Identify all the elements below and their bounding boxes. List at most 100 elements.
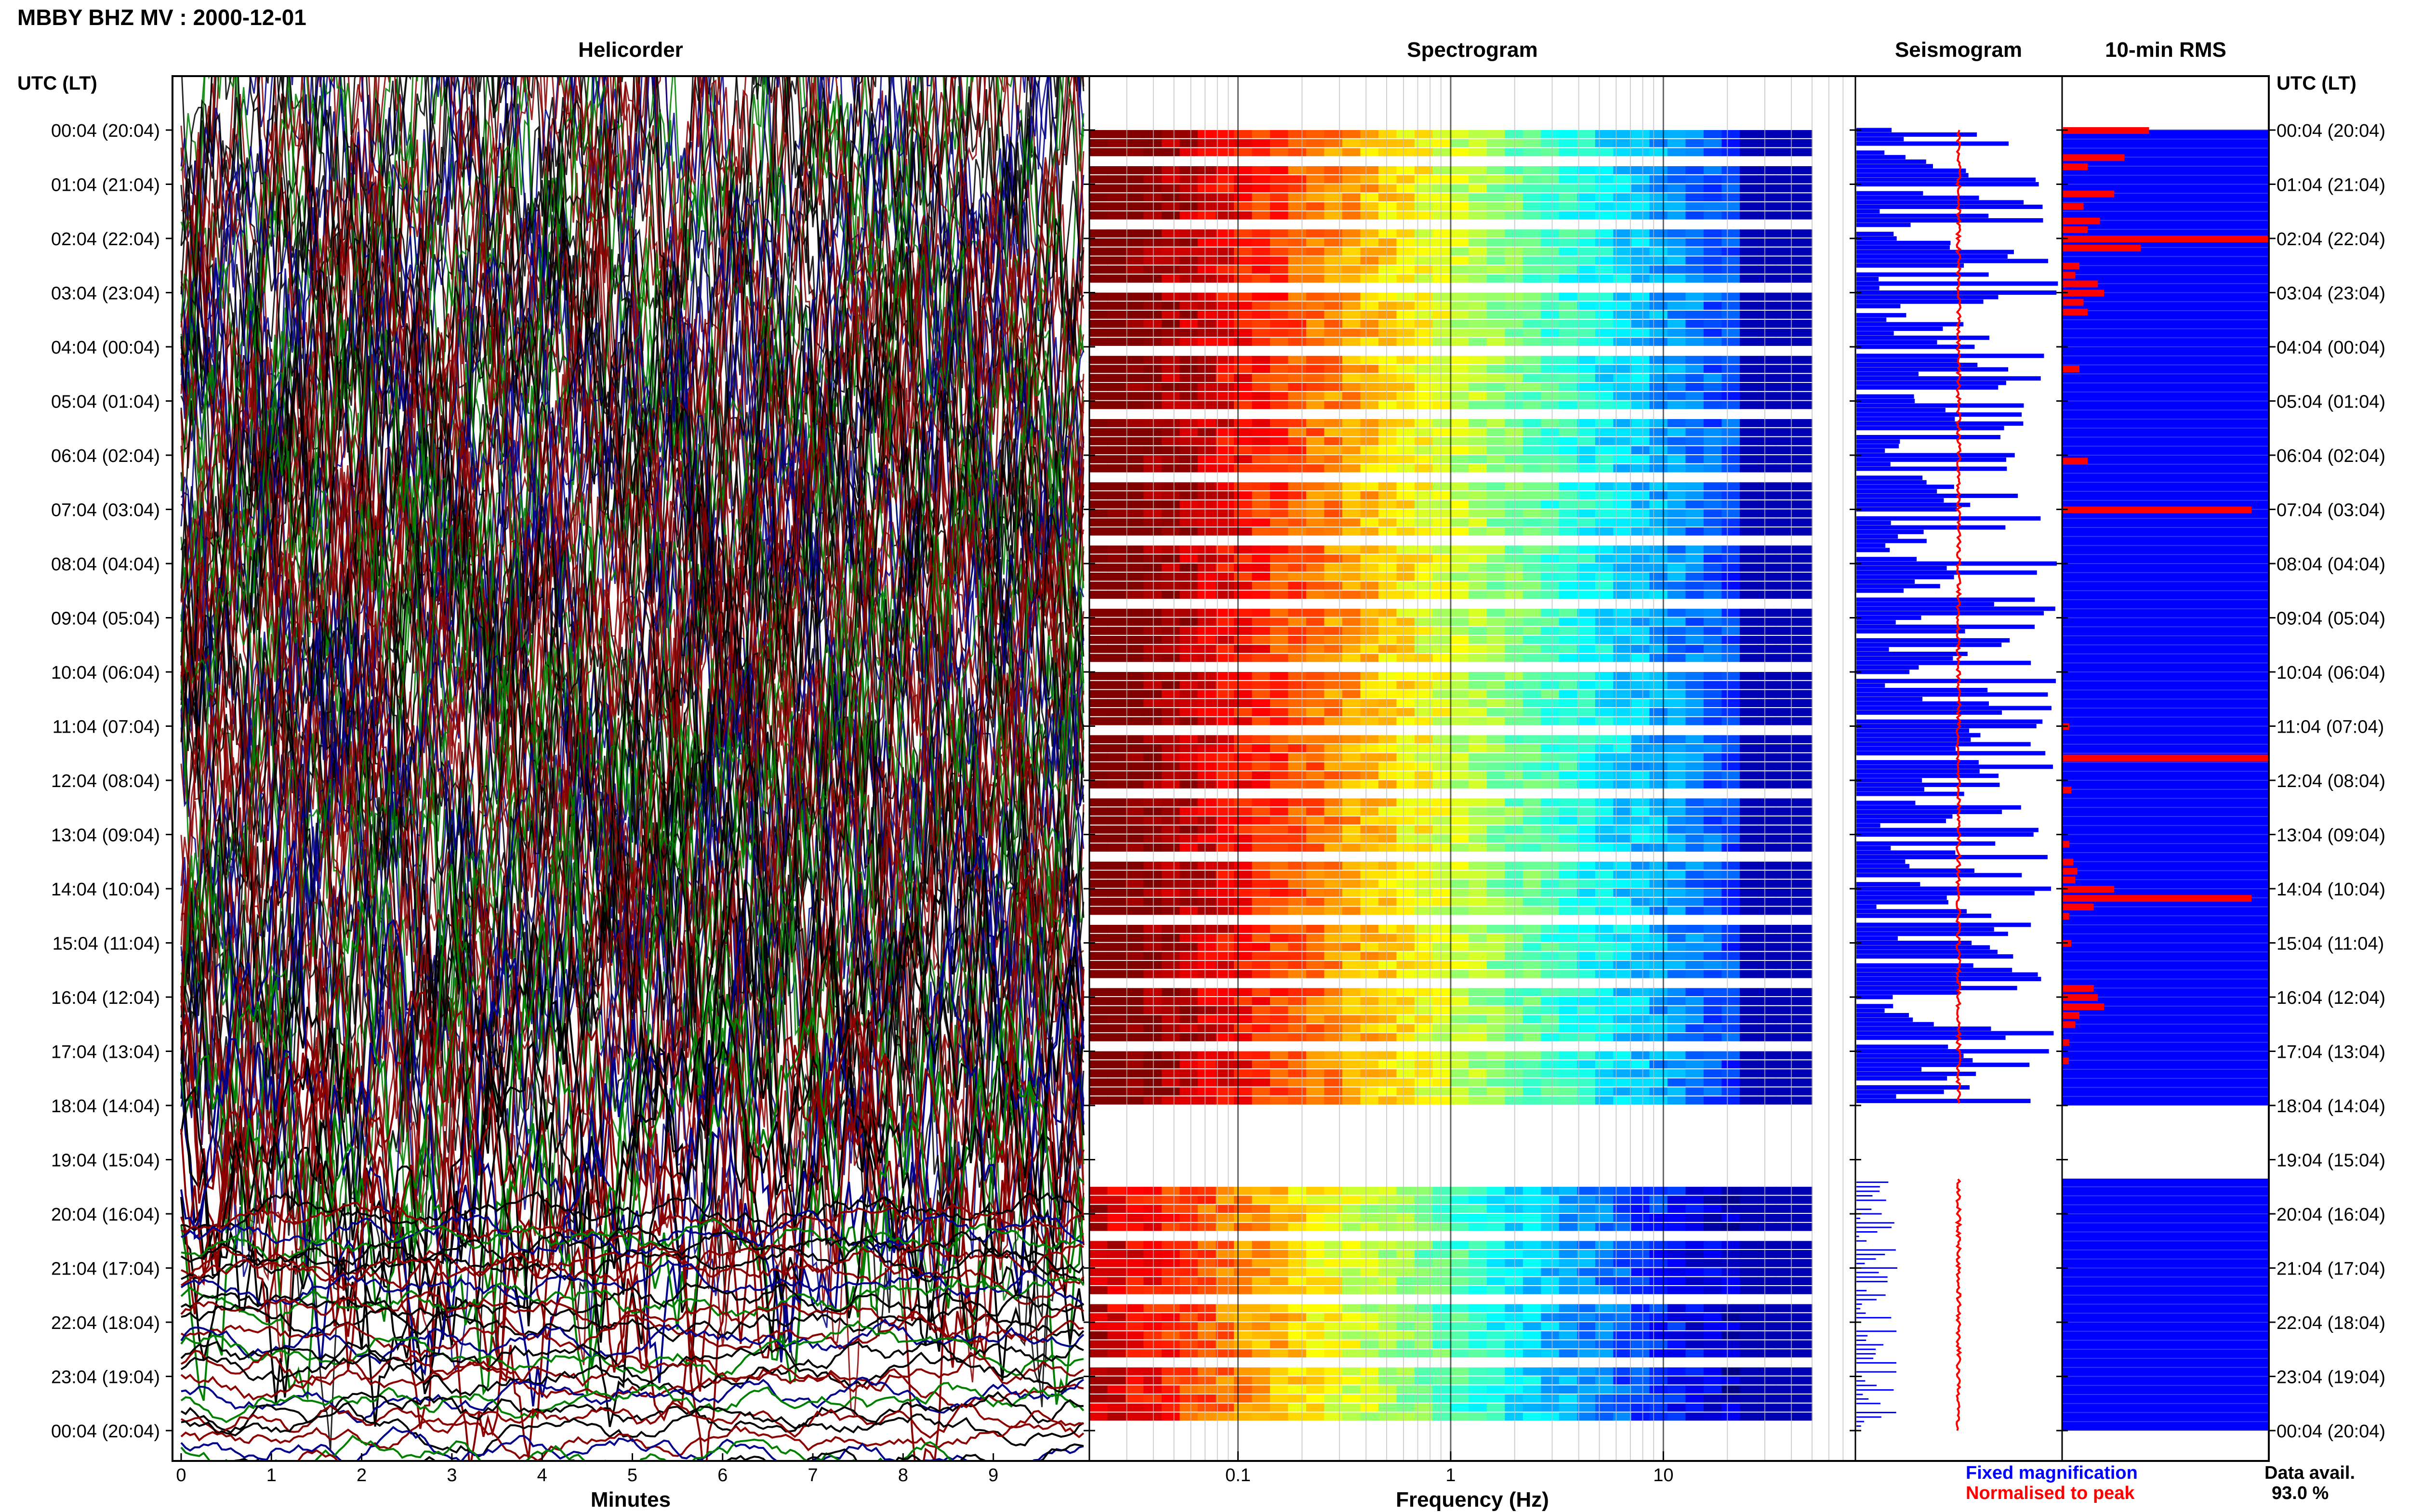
spectrogram-cell bbox=[1758, 644, 1776, 653]
spectrogram-cell bbox=[1775, 997, 1795, 1005]
spectrogram-cell bbox=[1649, 275, 1668, 283]
spectrogram-cell bbox=[1107, 500, 1126, 509]
spectrogram-cell bbox=[1469, 591, 1487, 599]
spectrogram-cell bbox=[1739, 1376, 1759, 1385]
spectrogram-cell bbox=[1378, 1078, 1397, 1087]
spectrogram-cell bbox=[1450, 401, 1469, 409]
spectrogram-cell bbox=[1522, 816, 1542, 825]
spectrogram-cell bbox=[1450, 771, 1469, 780]
spectrogram-cell bbox=[1505, 925, 1523, 933]
spectrogram-cell bbox=[1631, 527, 1650, 536]
spectrogram-cell bbox=[1216, 139, 1234, 147]
spectrogram-cell bbox=[1252, 708, 1271, 716]
spectrogram-cell bbox=[1486, 861, 1506, 870]
spectrogram-cell bbox=[1595, 807, 1614, 816]
spectrogram-cell bbox=[1415, 193, 1433, 202]
spectrogram-cell bbox=[1631, 961, 1650, 969]
spectrogram-cell bbox=[1522, 627, 1542, 635]
spectrogram-cell bbox=[1486, 870, 1506, 879]
spectrogram-cell bbox=[1179, 1394, 1198, 1403]
spectrogram-cell bbox=[1559, 1051, 1578, 1060]
spectrogram-cell bbox=[1450, 166, 1469, 174]
spectrogram-cell bbox=[1721, 275, 1740, 283]
spectrogram-cell bbox=[1179, 166, 1198, 174]
spectrogram-cell bbox=[1775, 1205, 1795, 1213]
spectrogram-cell bbox=[1089, 139, 1108, 147]
spectrogram-cell bbox=[1486, 897, 1506, 906]
spectrogram-cell bbox=[1342, 275, 1361, 283]
spectrogram-cell bbox=[1775, 1006, 1795, 1014]
spectrogram-cell bbox=[1721, 735, 1740, 744]
spectrogram-cell bbox=[1306, 1214, 1325, 1222]
spectrogram-cell bbox=[1432, 988, 1451, 997]
spectrogram-cell bbox=[1739, 184, 1759, 193]
spectrogram-cell bbox=[1288, 446, 1307, 455]
spectrogram-cell bbox=[1234, 1186, 1253, 1195]
spectrogram-cell bbox=[1505, 744, 1523, 752]
spectrogram-cell bbox=[1486, 988, 1506, 997]
spectrogram-cell bbox=[1089, 1006, 1108, 1014]
spectrogram-cell bbox=[1432, 392, 1451, 400]
spectrogram-cell bbox=[1667, 554, 1686, 563]
spectrogram-cell bbox=[1667, 780, 1686, 789]
spectrogram-cell bbox=[1179, 717, 1198, 725]
spectrogram-cell bbox=[1522, 1096, 1542, 1105]
spectrogram-cell bbox=[1775, 319, 1795, 328]
spectrogram-cell bbox=[1415, 816, 1433, 825]
spectrogram-cell bbox=[1775, 229, 1795, 238]
spectrogram-cell bbox=[1685, 464, 1704, 473]
spectrogram-cell bbox=[1288, 618, 1307, 626]
spectrogram-cell bbox=[1469, 780, 1487, 789]
spectrogram-cell bbox=[1378, 1087, 1397, 1096]
spectrogram-cell bbox=[1758, 1060, 1776, 1069]
spectrogram-cell bbox=[1342, 265, 1361, 274]
spectrogram-cell bbox=[1125, 256, 1144, 265]
spectrogram-cell bbox=[1252, 1412, 1271, 1421]
spectrogram-cell bbox=[1667, 238, 1686, 247]
spectrogram-cell bbox=[1667, 401, 1686, 409]
spectrogram-cell bbox=[1469, 482, 1487, 491]
spectrogram-cell bbox=[1089, 392, 1108, 400]
spectrogram-cell bbox=[1739, 1214, 1759, 1222]
spectrogram-cell bbox=[1089, 672, 1108, 680]
spectrogram-cell bbox=[1505, 1033, 1523, 1041]
spectrogram-cell bbox=[1541, 545, 1560, 554]
spectrogram-cell bbox=[1486, 572, 1506, 581]
spectrogram-cell bbox=[1125, 175, 1144, 184]
spectrogram-cell bbox=[1306, 690, 1325, 698]
spectrogram-cell bbox=[1685, 1385, 1704, 1394]
spectrogram-cell bbox=[1360, 997, 1379, 1005]
spectrogram-cell bbox=[1685, 365, 1704, 373]
spectrogram-cell bbox=[1739, 771, 1759, 780]
spectrogram-cell bbox=[1613, 509, 1632, 518]
spectrogram-cell bbox=[1794, 148, 1813, 157]
spectrogram-cell bbox=[1505, 690, 1523, 698]
spectrogram-cell bbox=[1125, 518, 1144, 527]
spectrogram-cell bbox=[1342, 355, 1361, 364]
spectrogram-cell bbox=[1505, 275, 1523, 283]
spectrogram-cell bbox=[1288, 708, 1307, 716]
spectrogram-cell bbox=[1703, 627, 1722, 635]
spectrogram-cell bbox=[1342, 943, 1361, 951]
spectrogram-cell bbox=[1739, 997, 1759, 1005]
spectrogram-cell bbox=[1234, 644, 1253, 653]
spectrogram-cell bbox=[1775, 1394, 1795, 1403]
spectrogram-cell bbox=[1595, 302, 1614, 310]
spectrogram-cell bbox=[1450, 509, 1469, 518]
spectrogram-cell bbox=[1396, 1015, 1415, 1024]
spectrogram-cell bbox=[1288, 275, 1307, 283]
spectrogram-cell bbox=[1667, 1196, 1686, 1204]
spectrogram-cell bbox=[1794, 455, 1813, 463]
spectrogram-cell bbox=[1216, 880, 1234, 888]
spectrogram-cell bbox=[1270, 1250, 1289, 1258]
spectrogram-cell bbox=[1739, 193, 1759, 202]
spectrogram-cell bbox=[1378, 464, 1397, 473]
spectrogram-cell bbox=[1469, 672, 1487, 680]
spectrogram-cell bbox=[1739, 889, 1759, 897]
spectrogram-cell bbox=[1198, 735, 1217, 744]
spectrogram-cell bbox=[1396, 943, 1415, 951]
spectrogram-cell bbox=[1198, 1349, 1217, 1358]
spectrogram-cell bbox=[1739, 1331, 1759, 1340]
spectrogram-cell bbox=[1667, 545, 1686, 554]
spectrogram-cell bbox=[1143, 807, 1162, 816]
